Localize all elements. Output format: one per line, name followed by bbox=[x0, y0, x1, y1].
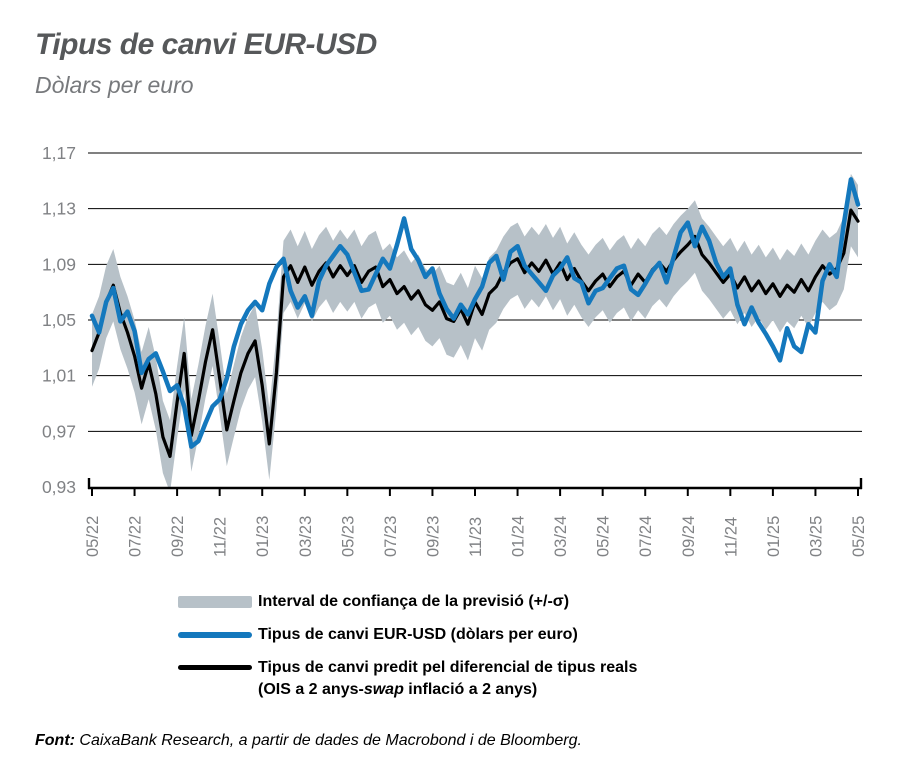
source-text: CaixaBank Research, a partir de dades de… bbox=[74, 732, 582, 749]
x-tick-label: 07/22 bbox=[127, 516, 145, 557]
legend-item-confidence-band: Interval de confiança de la previsió (+/… bbox=[178, 591, 569, 613]
legend-label: Interval de confiança de la previsió (+/… bbox=[258, 593, 570, 610]
eurusd-rate-line bbox=[89, 177, 861, 449]
x-tick-label: 11/23 bbox=[467, 517, 485, 557]
y-tick-label: 0,93 bbox=[42, 477, 76, 497]
chart-subtitle: Dòlars per euro bbox=[35, 72, 194, 98]
x-tick-label: 05/25 bbox=[850, 516, 868, 557]
blue-line-swatch bbox=[178, 632, 252, 638]
band-swatch bbox=[178, 596, 252, 608]
confidence-band bbox=[92, 173, 858, 487]
y-tick-label: 1,01 bbox=[42, 366, 76, 386]
black-line-swatch bbox=[178, 665, 252, 670]
legend-item-eurusd: Tipus de canvi EUR-USD (dòlars per euro) bbox=[178, 624, 578, 646]
y-tick-label: 1,13 bbox=[42, 199, 76, 219]
x-tick-label: 01/25 bbox=[765, 516, 783, 557]
x-tick-label: 03/25 bbox=[807, 516, 825, 557]
x-tick-label: 01/24 bbox=[510, 516, 528, 557]
x-tick-label: 03/23 bbox=[297, 516, 315, 557]
x-tick-label: 11/24 bbox=[722, 517, 740, 557]
y-tick-label: 1,09 bbox=[42, 254, 76, 274]
y-tick-label: 0,97 bbox=[42, 421, 76, 441]
x-tick-label: 07/23 bbox=[382, 516, 400, 557]
x-tick-label: 05/22 bbox=[84, 516, 102, 557]
source-label: Font: bbox=[35, 732, 75, 749]
y-tick-label: 1,17 bbox=[42, 143, 76, 163]
x-tick-label: 03/24 bbox=[552, 516, 570, 557]
x-tick-label: 09/22 bbox=[169, 516, 187, 557]
legend-label: Tipus de canvi predit pel diferencial de… bbox=[258, 659, 638, 698]
y-tick-label: 1,05 bbox=[42, 310, 76, 330]
legend-item-predicted: Tipus de canvi predit pel diferencial de… bbox=[178, 657, 637, 701]
x-tick-label: 09/23 bbox=[424, 516, 442, 557]
x-tick-label: 09/24 bbox=[680, 516, 698, 557]
legend-label: Tipus de canvi EUR-USD (dòlars per euro) bbox=[258, 626, 578, 643]
chart-title: Tipus de canvi EUR-USD bbox=[35, 28, 377, 61]
x-tick-label: 07/24 bbox=[637, 516, 655, 557]
x-tick-label: 01/23 bbox=[254, 516, 272, 557]
x-tick-label: 11/22 bbox=[212, 517, 230, 557]
source-note: Font: CaixaBank Research, a partir de da… bbox=[35, 732, 582, 750]
x-tick-label: 05/24 bbox=[595, 516, 613, 557]
x-tick-label: 05/23 bbox=[339, 516, 357, 557]
